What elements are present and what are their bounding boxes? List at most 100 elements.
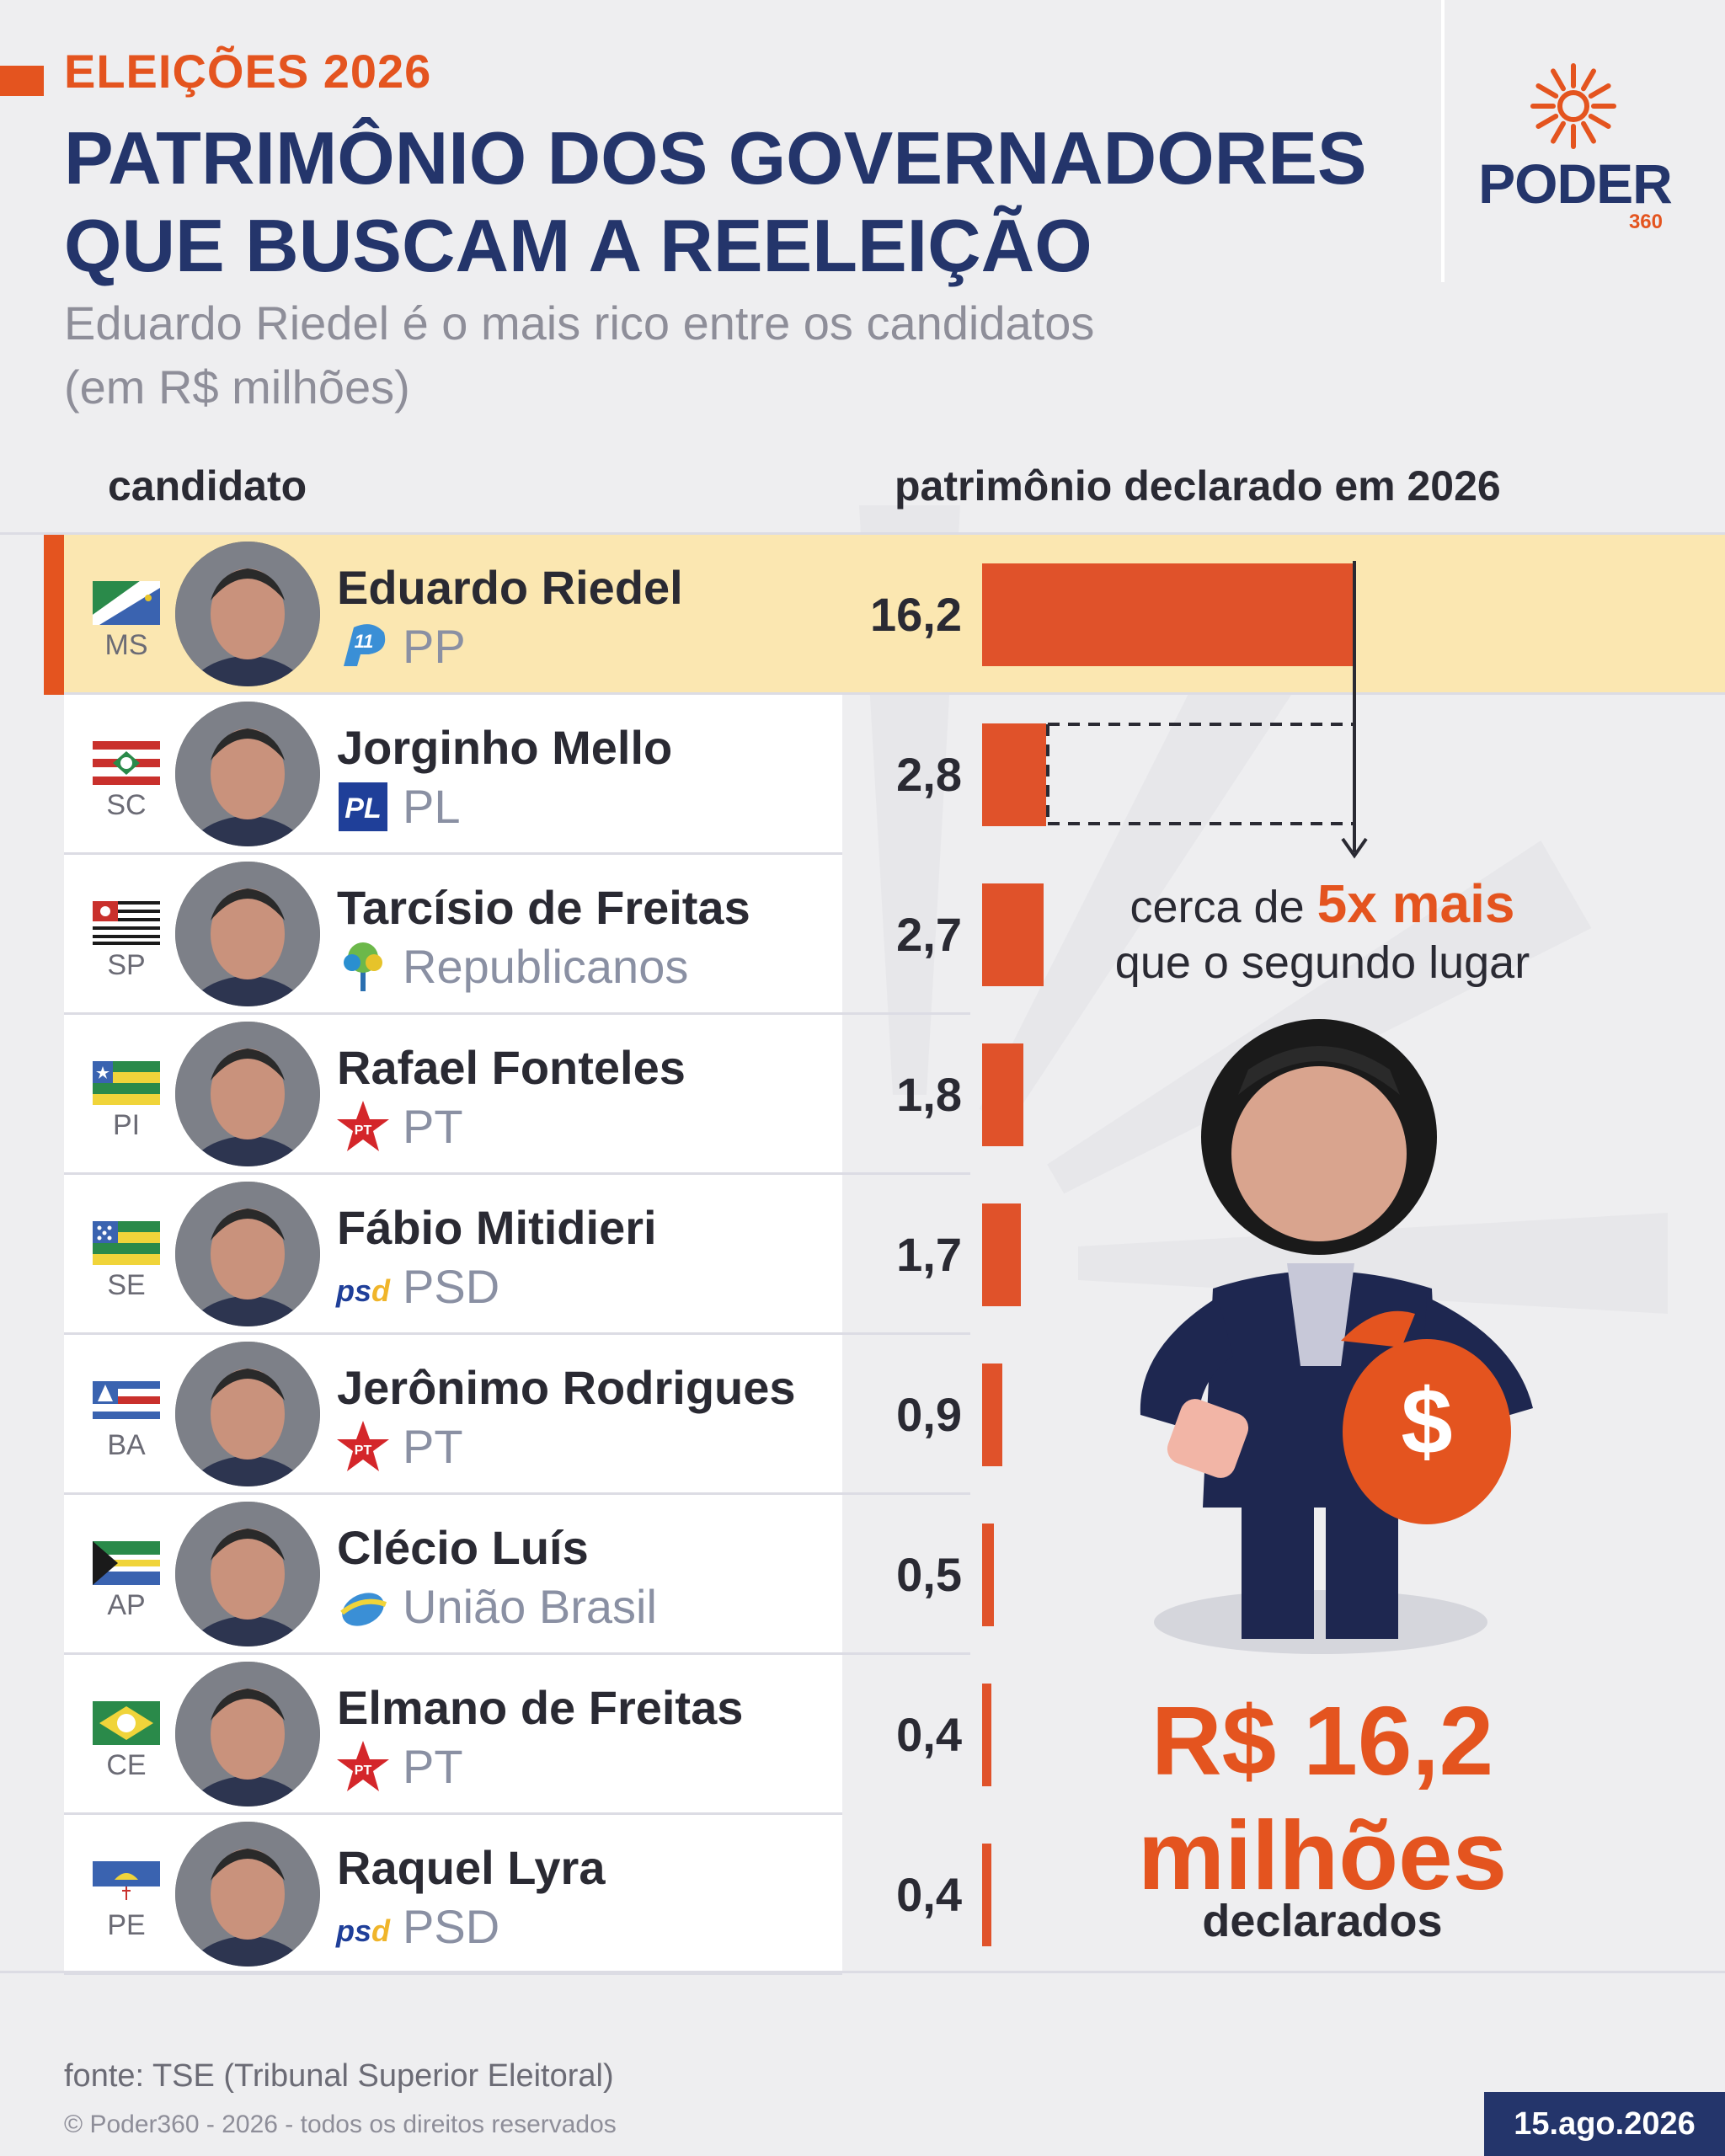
highlight-value: R$ 16,2: [1151, 1686, 1494, 1796]
candidate-photo: [175, 1022, 320, 1166]
candidate-photo: [175, 862, 320, 1006]
svg-text:PT: PT: [355, 1123, 372, 1138]
table-bottom-rule: [0, 1971, 1725, 1973]
svg-text:PL: PL: [344, 792, 381, 825]
table-row: MS Eduardo Riedel 11 PP 16,2: [0, 535, 1725, 695]
row-divider: [64, 1332, 970, 1335]
bar: [982, 1524, 994, 1626]
bar: [982, 723, 1046, 826]
bar: [982, 1844, 991, 1946]
row-divider: [64, 1812, 842, 1815]
candidate-portrait-icon: [175, 1822, 320, 1967]
pt-star-icon: PT: [337, 1421, 389, 1471]
row-highlight: [44, 535, 1725, 695]
state-code: SC: [106, 789, 147, 821]
candidate-photo: [175, 1822, 320, 1967]
state-flag-icon: [93, 1701, 160, 1745]
state-flag-icon: [93, 1381, 160, 1425]
header-divider: [1441, 0, 1445, 282]
value-label: 2,7: [896, 908, 962, 961]
value-label: 0,4: [896, 1708, 962, 1761]
state-code: SE: [107, 1269, 146, 1301]
column-header-candidate: candidato: [108, 462, 307, 510]
candidate-name: Clécio Luís: [337, 1521, 589, 1574]
candidate-name: Tarcísio de Freitas: [337, 881, 750, 934]
candidate-portrait-icon: [175, 862, 320, 1006]
svg-text:PT: PT: [355, 1444, 372, 1458]
pt-star-icon: PT: [337, 1741, 389, 1791]
column-header-value: patrimônio declarado em 2026: [895, 462, 1501, 510]
pt-star-icon: PT: [337, 1101, 389, 1151]
candidate-name: Rafael Fonteles: [337, 1041, 686, 1094]
candidate-photo: [175, 1182, 320, 1326]
state-flag-icon: [93, 1061, 160, 1105]
poder360-logo: PODER 360: [1474, 59, 1676, 244]
kicker-accent-bar: [0, 66, 44, 96]
svg-text:psd: psd: [335, 1913, 391, 1948]
row-divider: [64, 1492, 970, 1495]
party-name: União Brasil: [403, 1580, 657, 1633]
candidate-name: Jorginho Mello: [337, 721, 673, 774]
psd-logo-icon: psd: [335, 1273, 391, 1308]
highlight-label: declarados: [1202, 1896, 1443, 1946]
bar: [982, 1684, 991, 1786]
bar: [982, 1203, 1021, 1306]
party-name: PSD: [403, 1900, 500, 1953]
party-name: PT: [403, 1100, 463, 1153]
candidate-photo: [175, 1662, 320, 1806]
logo-number: 360: [1628, 211, 1663, 233]
value-label: 1,8: [896, 1068, 962, 1121]
state-flag-icon: [93, 741, 160, 785]
table-row: PE Raquel Lyra psd PSD 0,4: [0, 1815, 1725, 1975]
candidate-portrait-icon: [175, 1182, 320, 1326]
table-row: AP Clécio Luís União Brasil 0,5: [0, 1495, 1725, 1655]
state-code: AP: [107, 1589, 146, 1621]
table-row: SC Jorginho Mello PL PL 2,8: [0, 695, 1725, 855]
state-code: PE: [107, 1909, 146, 1941]
row-divider: [64, 1972, 842, 1975]
state-flag-icon: [93, 1541, 160, 1585]
state-code: SP: [107, 949, 146, 981]
table-row: BA Jerônimo Rodrigues PT PT 0,9: [0, 1335, 1725, 1495]
uniao-brasil-icon: [340, 1593, 387, 1626]
candidate-photo: [175, 1342, 320, 1486]
candidate-portrait-icon: [175, 542, 320, 686]
party-name: Republicanos: [403, 940, 689, 993]
subtitle: Eduardo Riedel é o mais rico entre os ca…: [64, 291, 1327, 419]
candidate-photo: [175, 702, 320, 846]
annotation-emphasis: 5x mais: [1316, 873, 1515, 934]
party-name: PT: [403, 1420, 463, 1473]
row-divider: [64, 1652, 970, 1655]
pp-logo-icon: 11: [344, 624, 386, 666]
party-name: PP: [403, 620, 466, 673]
svg-text:PT: PT: [355, 1764, 372, 1778]
row-divider: [64, 692, 1725, 695]
value-label: 0,4: [896, 1868, 962, 1921]
row-divider: [64, 1172, 970, 1175]
date-badge: 15.ago.2026: [1484, 2092, 1725, 2156]
page-title: PATRIMÔNIO DOS GOVERNADORES QUE BUSCAM A…: [64, 116, 1367, 287]
candidate-portrait-icon: [175, 702, 320, 846]
candidate-name: Jerônimo Rodrigues: [337, 1361, 796, 1414]
subtitle-line-2: (em R$ milhões): [64, 360, 410, 414]
state-flag-icon: [93, 1221, 160, 1265]
party-name: PL: [403, 780, 461, 833]
value-label: 2,8: [896, 748, 962, 801]
table-row: SE Fábio Mitidieri psd PSD 1,7: [0, 1175, 1725, 1335]
candidate-name: Elmano de Freitas: [337, 1681, 744, 1734]
value-label: 1,7: [896, 1228, 962, 1281]
annotation-line-1: cerca de 5x mais: [1061, 873, 1583, 935]
annotation-prefix: cerca de: [1130, 882, 1305, 932]
candidate-photo: [175, 1502, 320, 1646]
state-flag-icon: [93, 1861, 160, 1905]
row-accent-bar: [44, 535, 64, 695]
table-row: CE Elmano de Freitas PT PT 0,4: [0, 1655, 1725, 1815]
value-label: 16,2: [870, 588, 962, 641]
candidate-portrait-icon: [175, 1662, 320, 1806]
party-name: PT: [403, 1740, 463, 1793]
candidate-name: Eduardo Riedel: [337, 561, 683, 614]
state-code: BA: [107, 1429, 146, 1461]
bar: [982, 1043, 1023, 1146]
state-code: PI: [112, 1109, 141, 1141]
bar: [982, 563, 1353, 666]
